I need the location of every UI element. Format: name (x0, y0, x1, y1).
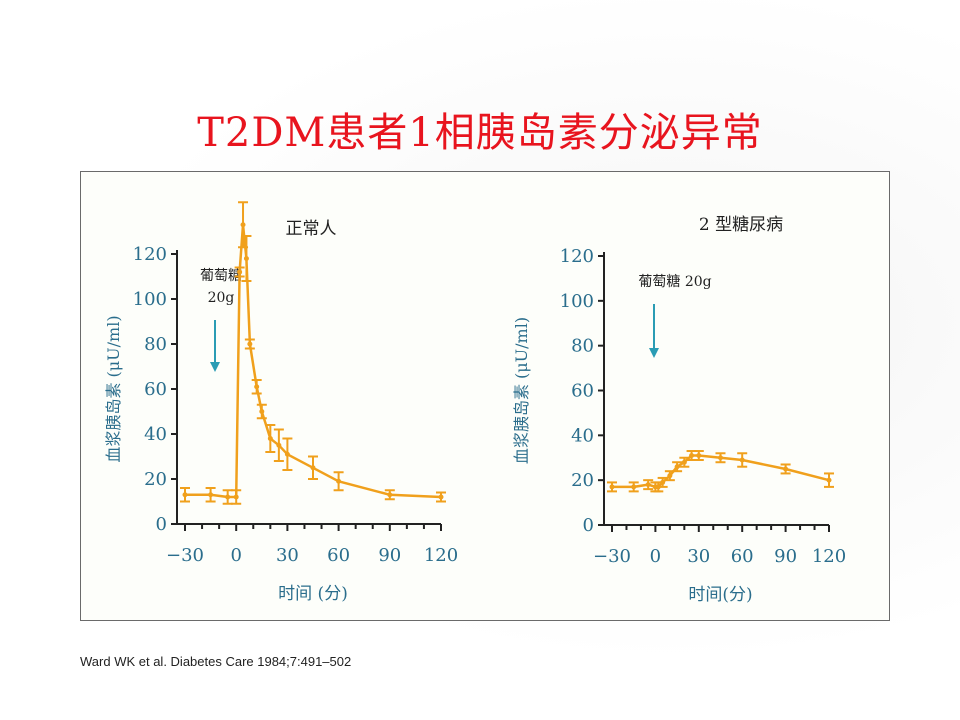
panel2-y-tick-label: 60 (571, 381, 594, 402)
panel1-panel-title: 正常人 (286, 219, 337, 239)
panel2-data-point (674, 464, 680, 470)
panel2-y-tick-label: 0 (583, 515, 594, 536)
panel1-data-point (267, 436, 273, 441)
panel1-data-point (310, 465, 316, 471)
charts-svg: 0 20 40 60 80 100 120 −30 0 30 60 90 120 时间 (分) 血浆胰岛素 … (104, 201, 846, 605)
panel2-x-tick-label: 30 (687, 546, 710, 567)
panel2-y-tick-label: 40 (571, 425, 594, 446)
panel2-data-point (739, 457, 745, 463)
panel2-x-axis-label: 时间(分) (688, 585, 752, 605)
panel1-data-point (243, 256, 249, 261)
panel2-arrow-down-icon (649, 348, 659, 358)
panel2-data-point (826, 477, 832, 483)
panel1-x-tick-label: 90 (378, 545, 401, 566)
panel1-annotation-line2: 20g (208, 290, 235, 306)
panel2-data-point (660, 479, 666, 485)
panel1-arrow-down-icon (210, 362, 220, 372)
panel2-annotation-line1: 葡萄糖 20g (638, 274, 711, 290)
panel1-y-tick-label: 120 (133, 244, 167, 265)
panel1-y-tick-label: 60 (144, 379, 167, 400)
panel1-data-point (240, 222, 246, 228)
panel1-data-point (254, 384, 260, 390)
panel1-y-tick-label: 0 (156, 514, 167, 535)
panel2-y-tick-label: 100 (560, 291, 594, 312)
citation: Ward WK et al. Diabetes Care 1984;7:491–… (80, 654, 352, 669)
panel1-data-point (237, 269, 243, 275)
panel2-data-point (783, 466, 789, 472)
panel1-x-axis-label: 时间 (分) (278, 584, 348, 604)
panel2-data-point (718, 455, 723, 461)
panel1-annotation-line1: 葡萄糖 (200, 268, 242, 284)
panel1-x-tick-label: 0 (230, 545, 241, 566)
panel1-data-point (259, 409, 265, 414)
panel2-data-point (667, 473, 673, 479)
panel2-data-point (609, 484, 615, 490)
panel1-data-point (438, 494, 444, 500)
panel2-y-tick-label: 20 (571, 470, 594, 491)
panel2-data-point (681, 459, 687, 465)
panel2-x-tick-label: 90 (774, 546, 797, 567)
panel2-x-tick-label: −30 (593, 546, 631, 567)
panel2-x-tick-label: 120 (812, 546, 846, 567)
panel2-data-point (696, 453, 702, 459)
panel2-data-point (645, 482, 651, 488)
panel2-data-point (689, 453, 695, 459)
panel2-panel-title: 2 型糖尿病 (699, 215, 783, 235)
panel1-x-tick-label: 30 (276, 545, 299, 566)
panel1-data-point (233, 494, 239, 500)
panel1-data-point (225, 494, 231, 500)
panel1-y-axis-label: 血浆胰岛素 (μU/ml) (104, 315, 123, 462)
panel1-data-point (276, 442, 282, 448)
panel1-x-tick-label: 120 (424, 545, 458, 566)
panel1-y-tick-label: 100 (133, 289, 167, 310)
panel1-data-point (336, 478, 342, 484)
panel2-data-point (631, 484, 637, 490)
panel1-data-point (182, 492, 188, 498)
panel2-x-tick-label: 0 (650, 546, 661, 567)
panel1-data-point (387, 492, 393, 498)
panel1-y-tick-label: 80 (144, 334, 167, 355)
panel1-data-point (284, 451, 290, 457)
panel2-y-tick-label: 80 (571, 336, 594, 357)
panel2-y-axis-label: 血浆胰岛素 (μU/ml) (512, 317, 531, 464)
panel1-y-tick-label: 40 (144, 424, 167, 445)
panel1-data-point (247, 341, 253, 347)
panel1-y-tick-label: 20 (144, 469, 167, 490)
slide-title: T2DM患者1相胰岛素分泌异常 (197, 110, 763, 156)
panel1-x-tick-label: −30 (166, 545, 204, 566)
panel2-x-tick-label: 60 (731, 546, 754, 567)
figure-frame: 0 20 40 60 80 100 120 −30 0 30 60 90 120 时间 (分) 血浆胰岛素 … (80, 171, 890, 621)
panel2-y-tick-label: 120 (560, 246, 594, 267)
panel1-data-point (208, 492, 214, 498)
panel1-x-tick-label: 60 (327, 545, 350, 566)
